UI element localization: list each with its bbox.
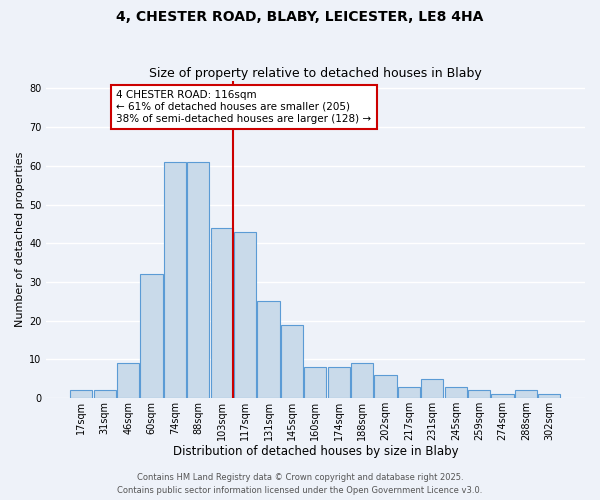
Bar [281, 324, 303, 398]
Bar [445, 386, 467, 398]
Bar [398, 386, 420, 398]
Bar [164, 162, 186, 398]
Bar [374, 375, 397, 398]
Bar [94, 390, 116, 398]
Text: Contains HM Land Registry data © Crown copyright and database right 2025.
Contai: Contains HM Land Registry data © Crown c… [118, 474, 482, 495]
Bar [468, 390, 490, 398]
Bar [351, 364, 373, 398]
Text: 4 CHESTER ROAD: 116sqm
← 61% of detached houses are smaller (205)
38% of semi-de: 4 CHESTER ROAD: 116sqm ← 61% of detached… [116, 90, 371, 124]
Bar [515, 390, 537, 398]
Bar [328, 367, 350, 398]
Bar [234, 232, 256, 398]
Text: 4, CHESTER ROAD, BLABY, LEICESTER, LE8 4HA: 4, CHESTER ROAD, BLABY, LEICESTER, LE8 4… [116, 10, 484, 24]
X-axis label: Distribution of detached houses by size in Blaby: Distribution of detached houses by size … [173, 444, 458, 458]
Bar [140, 274, 163, 398]
Bar [304, 367, 326, 398]
Bar [211, 228, 233, 398]
Bar [538, 394, 560, 398]
Bar [491, 394, 514, 398]
Bar [187, 162, 209, 398]
Title: Size of property relative to detached houses in Blaby: Size of property relative to detached ho… [149, 66, 482, 80]
Y-axis label: Number of detached properties: Number of detached properties [15, 152, 25, 327]
Bar [421, 379, 443, 398]
Bar [257, 302, 280, 398]
Bar [70, 390, 92, 398]
Bar [117, 364, 139, 398]
